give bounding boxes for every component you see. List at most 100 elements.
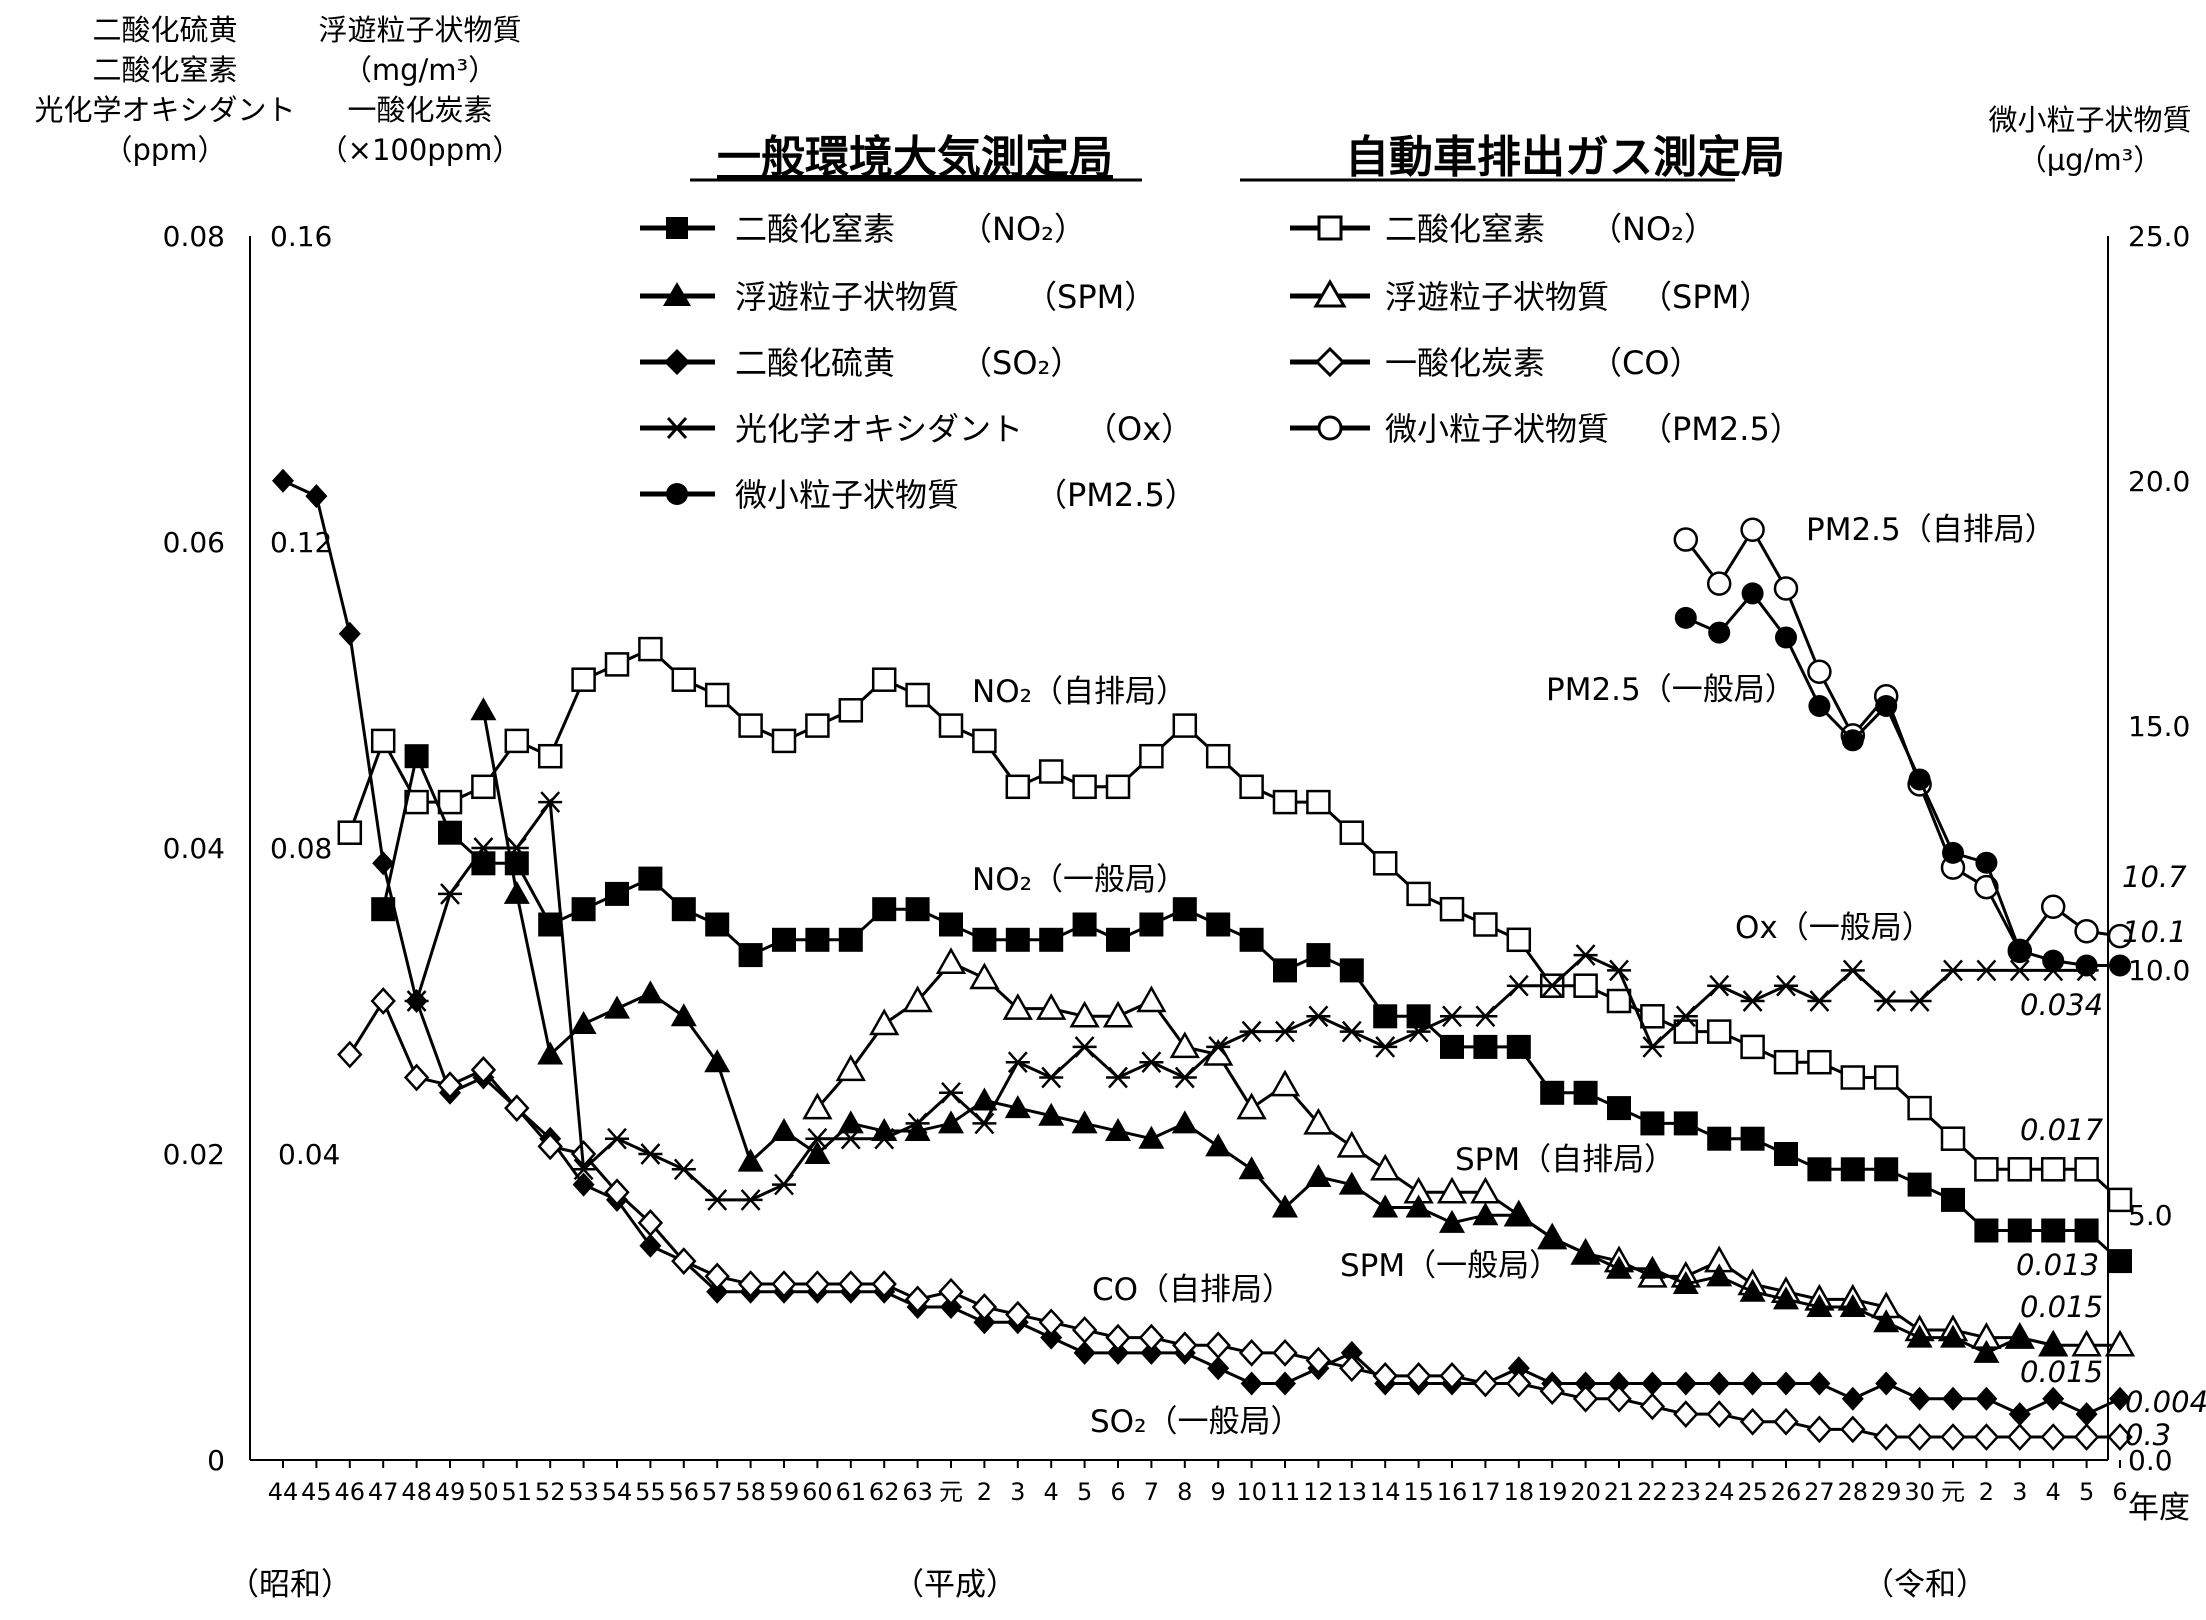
marker-square-open xyxy=(1907,1095,1932,1121)
marker-circle-filled xyxy=(2109,954,2131,977)
header-ox: 光化学オキシダント xyxy=(34,93,295,127)
marker-square-open xyxy=(1005,774,1031,800)
legend-label: 一酸化炭素 xyxy=(1385,344,1545,382)
marker-asterisk xyxy=(1974,959,1999,982)
marker-square-filled xyxy=(1473,1034,1498,1059)
marker-diamond-filled xyxy=(1875,1371,1898,1396)
marker-diamond-filled xyxy=(1507,1356,1530,1381)
marker-circle-open xyxy=(1773,576,1799,601)
header-mg-unit: （mg/m³） xyxy=(343,53,497,87)
marker-square-open xyxy=(1272,789,1298,815)
marker-asterisk xyxy=(571,1158,596,1181)
marker-diamond-open xyxy=(1506,1369,1532,1398)
end-value-pm25-general: 10.1 xyxy=(2122,915,2187,949)
legend-code: （Ox） xyxy=(1085,410,1193,448)
x-axis-ticks: 44 45 46 47 48 49 50 51 52 53 54 55 56 57 58 59 60 61 62 63… xyxy=(268,1460,2128,1506)
tick-pm-15: 15.0 xyxy=(2128,710,2190,743)
marker-square-filled xyxy=(2007,1218,2032,1243)
marker-diamond-open xyxy=(1940,1423,1966,1451)
x-tick-label: 49 xyxy=(435,1478,466,1506)
end-value-no2-roadside: 0.017 xyxy=(2020,1113,2104,1147)
marker-triangle-open xyxy=(2104,1329,2136,1357)
legend-label: 光化学オキシダント xyxy=(735,410,1023,448)
marker-asterisk xyxy=(1573,944,1598,966)
marker-diamond-open xyxy=(1706,1400,1732,1428)
marker-triangle-open xyxy=(1436,1176,1468,1204)
marker-circle-open xyxy=(1974,874,1999,900)
marker-diamond-filled xyxy=(1775,1371,1797,1396)
marker-square-filled xyxy=(671,897,696,922)
marker-square-open xyxy=(1072,774,1097,800)
marker-square-open xyxy=(1506,927,1532,953)
legend-code: （NO₂） xyxy=(960,210,1086,248)
legend-code: （CO） xyxy=(1590,344,1702,382)
marker-triangle-open xyxy=(1169,1031,1200,1059)
marker-square-filled xyxy=(1506,1034,1531,1059)
x-tick-label: 元 xyxy=(939,1478,963,1506)
marker-diamond-open xyxy=(1472,1369,1499,1398)
marker-triangle-filled xyxy=(1572,1240,1599,1264)
legend-code: （SPM） xyxy=(1640,278,1771,316)
marker-square-open xyxy=(671,667,697,692)
marker-square-filled xyxy=(1640,1111,1665,1136)
legend-item-no2-general: 二酸化窒素 （NO₂） xyxy=(640,210,1086,248)
series-line xyxy=(816,960,2120,1347)
marker-square-filled xyxy=(838,927,863,952)
triangle-filled-icon xyxy=(663,282,691,306)
marker-diamond-filled xyxy=(1908,1386,1931,1411)
marker-diamond-filled xyxy=(2075,1402,2098,1427)
marker-circle-filled xyxy=(1808,695,1831,718)
tick-ppm-0.08: 0.08 xyxy=(163,220,225,253)
marker-diamond-filled xyxy=(1841,1386,1864,1411)
marker-diamond-open xyxy=(1172,1331,1198,1360)
header-ppm-unit: （ppm） xyxy=(103,133,226,167)
marker-triangle-filled xyxy=(1873,1309,1900,1333)
marker-diamond-filled xyxy=(2042,1386,2065,1411)
marker-diamond-filled xyxy=(1975,1386,1998,1411)
legend-item-co-roadside: 一酸化炭素 （CO） xyxy=(1290,344,1702,382)
marker-diamond-open xyxy=(1071,1316,1098,1344)
marker-triangle-open xyxy=(1002,993,1033,1020)
marker-square-filled xyxy=(939,912,963,937)
diamond-open-icon xyxy=(1314,346,1346,378)
x-tick-label: 29 xyxy=(1871,1478,1902,1506)
marker-square-open xyxy=(1640,1004,1665,1029)
x-tick-label: 12 xyxy=(1303,1478,1334,1506)
marker-square-filled xyxy=(1440,1034,1464,1059)
marker-square-filled xyxy=(1807,1157,1832,1182)
series-PM2.5（一般局） xyxy=(1674,582,2131,977)
left-axis-header-ppm: 二酸化硫黄 二酸化窒素 光化学オキシダント （ppm） xyxy=(34,13,295,167)
marker-triangle-filled xyxy=(2006,1324,2033,1348)
legend-item-pm25-general: 微小粒子状物質 （PM2.5） xyxy=(640,476,1197,514)
marker-square-open xyxy=(972,728,997,754)
x-tick-label: 58 xyxy=(735,1478,766,1506)
marker-diamond-open xyxy=(1339,1354,1365,1383)
end-value-spm-general: 0.015 xyxy=(2020,1355,2103,1389)
marker-circle-filled xyxy=(1841,729,1864,752)
legend-item-spm-general: 浮遊粒子状物質 （SPM） xyxy=(640,278,1156,316)
marker-square-open xyxy=(1807,1049,1832,1075)
marker-square-open xyxy=(1139,743,1164,769)
marker-diamond-filled xyxy=(1140,1340,1163,1365)
series-CO（自排局） xyxy=(337,987,2133,1451)
marker-triangle-filled xyxy=(1405,1194,1432,1218)
header-co-unit: （×100ppm） xyxy=(319,133,522,167)
marker-diamond-open xyxy=(537,1132,563,1161)
marker-diamond-filled xyxy=(1073,1340,1096,1365)
marker-square-open xyxy=(370,728,396,754)
x-tick-label: 53 xyxy=(568,1478,599,1506)
legend-title-roadside: 自動車排出ガス測定局 xyxy=(1345,132,1785,183)
marker-square-open xyxy=(771,728,797,754)
x-tick-label: 24 xyxy=(1704,1478,1735,1506)
marker-square-open xyxy=(571,667,596,692)
diamond-filled-icon xyxy=(664,349,690,375)
marker-square-filled xyxy=(1673,1111,1698,1136)
x-tick-label: 6 xyxy=(1110,1478,1125,1506)
marker-circle-filled xyxy=(1741,582,1764,605)
marker-asterisk xyxy=(1640,1036,1665,1058)
asterisk-icon xyxy=(665,416,689,440)
marker-triangle-open xyxy=(1236,1092,1267,1120)
marker-square-filled xyxy=(872,897,897,922)
marker-square-open xyxy=(1974,1157,1999,1182)
tick-pm-20: 20.0 xyxy=(2128,465,2190,498)
